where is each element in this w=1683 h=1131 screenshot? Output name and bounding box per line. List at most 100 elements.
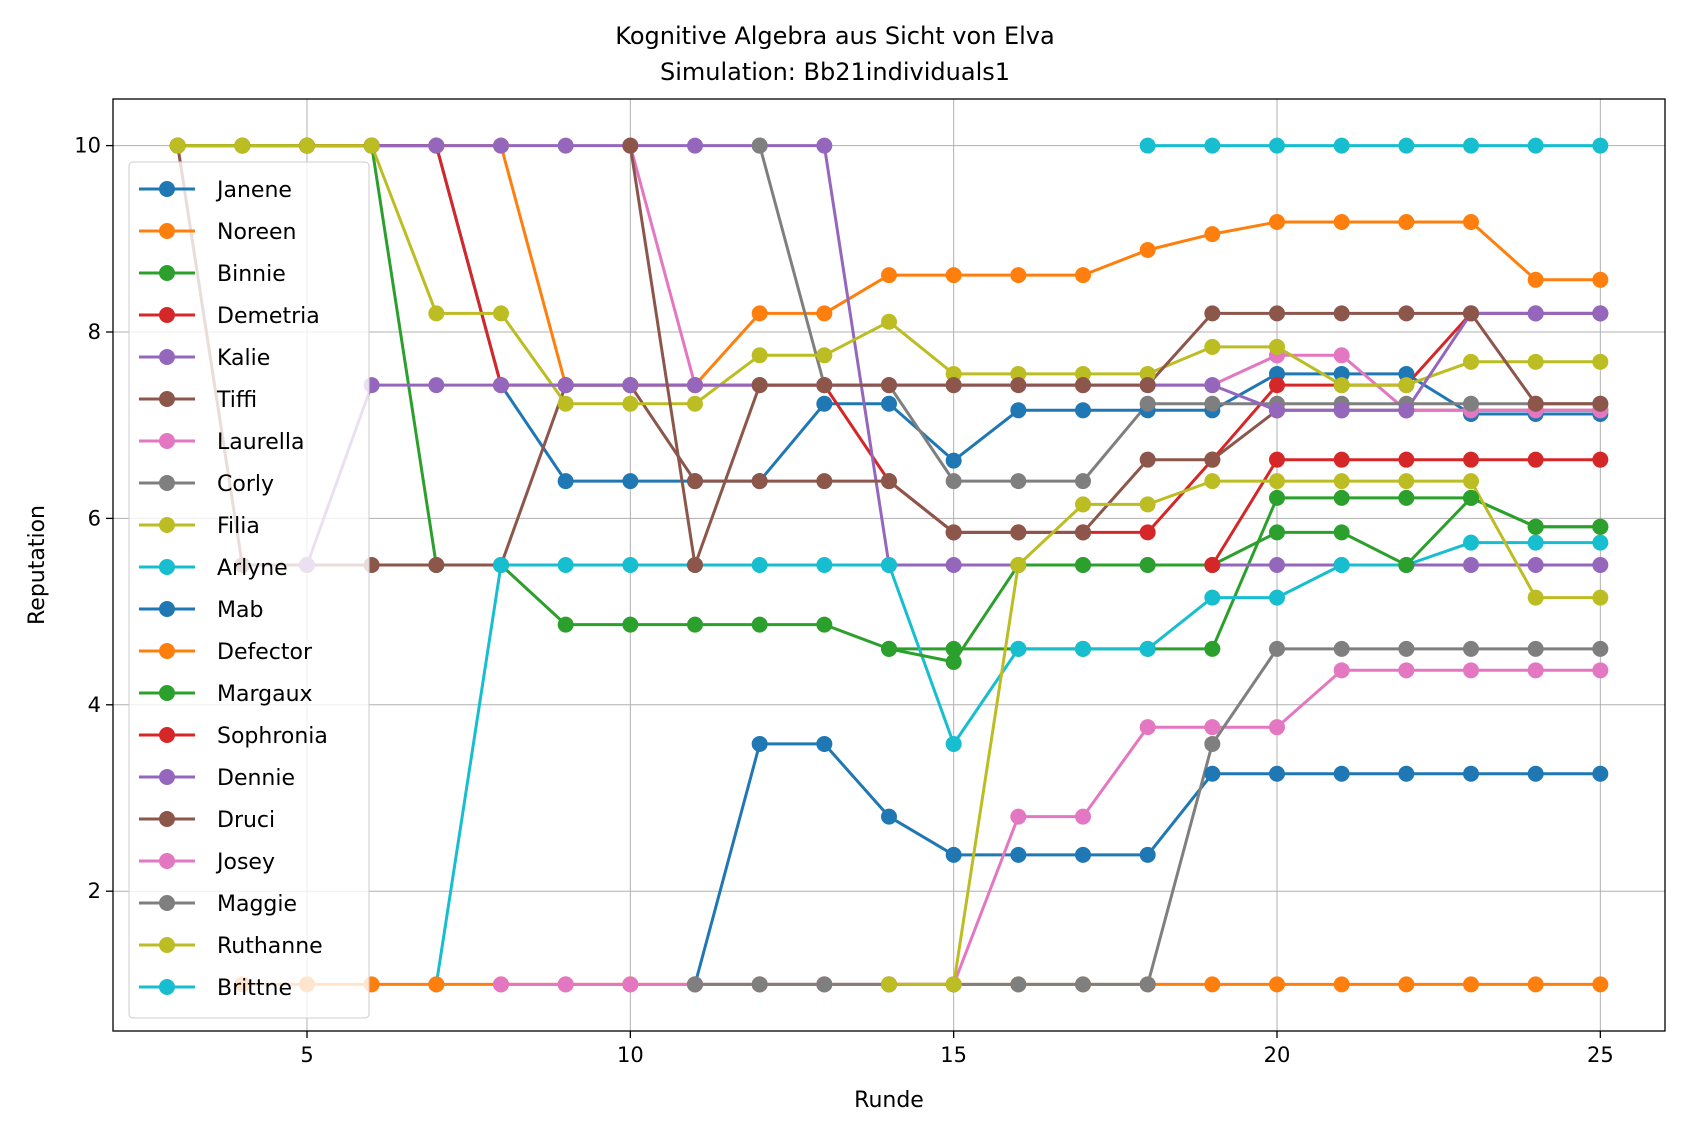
- legend-marker-noreen: [159, 223, 175, 239]
- data-point-brittne: [1398, 137, 1415, 154]
- data-point-druci: [816, 377, 833, 394]
- series-line-druci: [628, 145, 1601, 567]
- data-point-ruthanne: [1269, 473, 1285, 490]
- data-point-josey: [1075, 808, 1091, 825]
- legend-marker-sophronia: [159, 727, 175, 743]
- data-point-mab: [751, 735, 768, 752]
- data-point-filia: [1269, 338, 1285, 355]
- data-point-margaux: [1398, 557, 1415, 573]
- data-point-kalie: [1269, 557, 1285, 573]
- data-point-tiffi: [881, 473, 897, 490]
- legend-label-sophronia: Sophronia: [217, 724, 328, 749]
- data-point-filia: [1139, 365, 1156, 382]
- legend-marker-filia: [159, 517, 175, 533]
- data-point-filia: [1463, 353, 1479, 370]
- data-point-filia: [816, 347, 833, 364]
- data-point-mab: [1592, 765, 1609, 782]
- data-point-druci: [687, 557, 703, 573]
- data-point-noreen: [945, 267, 962, 284]
- data-point-tiffi: [1139, 451, 1156, 468]
- data-point-tiffi: [687, 473, 703, 490]
- data-point-janene: [1010, 402, 1027, 419]
- data-point-druci: [622, 137, 639, 154]
- data-point-dennie: [622, 377, 639, 394]
- data-point-maggie: [816, 976, 833, 993]
- legend-label-tiffi: Tiffi: [216, 388, 257, 413]
- data-point-arlyne: [816, 557, 833, 573]
- data-point-dennie: [687, 377, 703, 394]
- data-point-filia: [945, 365, 962, 382]
- data-point-noreen: [1269, 214, 1285, 231]
- legend-label-dennie: Dennie: [217, 766, 295, 791]
- data-point-janene: [1333, 365, 1350, 382]
- data-point-maggie: [1204, 735, 1221, 752]
- data-point-kalie: [1592, 557, 1609, 573]
- data-point-arlyne: [493, 557, 509, 573]
- legend-label-binnie: Binnie: [217, 262, 286, 287]
- legend-marker-janene: [159, 181, 175, 197]
- data-point-ruthanne: [1010, 557, 1027, 573]
- data-point-margaux: [945, 653, 962, 670]
- legend-label-ruthanne: Ruthanne: [217, 934, 323, 959]
- data-point-defector: [1204, 976, 1221, 993]
- data-point-brittne: [1333, 137, 1350, 154]
- data-point-josey: [1398, 662, 1415, 679]
- data-point-mab: [1527, 765, 1544, 782]
- data-point-maggie: [1010, 976, 1027, 993]
- data-point-kalie: [557, 137, 574, 154]
- data-point-binnie: [687, 616, 703, 633]
- legend-marker-binnie: [159, 265, 175, 281]
- data-point-corly: [1139, 395, 1156, 412]
- data-point-sophronia: [1398, 451, 1415, 468]
- chart-subtitle: Simulation: Bb21individuals1: [660, 58, 1010, 86]
- data-point-druci: [1398, 305, 1415, 322]
- data-point-arlyne: [751, 557, 768, 573]
- legend-marker-maggie: [159, 895, 175, 911]
- data-point-filia: [1333, 377, 1350, 394]
- data-point-tiffi: [751, 473, 768, 490]
- y-tick-label: 6: [88, 506, 101, 530]
- data-point-maggie: [1333, 640, 1350, 657]
- legend-label-noreen: Noreen: [217, 220, 297, 245]
- data-point-druci: [945, 377, 962, 394]
- data-point-mab: [1139, 846, 1156, 863]
- data-point-kalie: [945, 557, 962, 573]
- data-point-mab: [1463, 765, 1479, 782]
- y-axis-label: Reputation: [25, 505, 50, 625]
- data-point-josey: [1139, 719, 1156, 736]
- legend-label-druci: Druci: [217, 808, 275, 833]
- data-point-sophronia: [1463, 451, 1479, 468]
- legend-marker-mab: [159, 601, 175, 617]
- legend-box: [128, 161, 370, 1019]
- data-point-ruthanne: [945, 976, 962, 993]
- data-point-noreen: [1398, 214, 1415, 231]
- data-point-corly: [751, 137, 768, 154]
- series-line-corly: [758, 145, 1601, 483]
- data-point-arlyne: [1204, 589, 1221, 606]
- data-point-maggie: [751, 976, 768, 993]
- data-point-josey: [1269, 719, 1285, 736]
- data-point-dennie: [1592, 305, 1609, 322]
- x-tick-label: 10: [617, 1043, 644, 1067]
- data-point-tiffi: [1204, 451, 1221, 468]
- data-point-arlyne: [1075, 640, 1091, 657]
- data-point-binnie: [1333, 489, 1350, 506]
- data-point-brittne: [1139, 137, 1156, 154]
- data-point-margaux: [1527, 518, 1544, 535]
- data-point-filia: [557, 395, 574, 412]
- data-point-janene: [622, 473, 639, 490]
- data-point-corly: [945, 473, 962, 490]
- data-point-maggie: [1075, 976, 1091, 993]
- data-point-druci: [1592, 395, 1609, 412]
- data-point-brittne: [1592, 137, 1609, 154]
- legend-marker-ruthanne: [159, 937, 175, 953]
- legend-marker-josey: [159, 853, 175, 869]
- data-point-maggie: [1463, 640, 1479, 657]
- data-point-corly: [1463, 395, 1479, 412]
- legend-marker-tiffi: [159, 391, 175, 407]
- series-line-ruthanne: [889, 479, 1601, 986]
- data-point-druci: [1010, 377, 1027, 394]
- data-point-arlyne: [1592, 534, 1609, 551]
- data-point-mab: [1269, 765, 1285, 782]
